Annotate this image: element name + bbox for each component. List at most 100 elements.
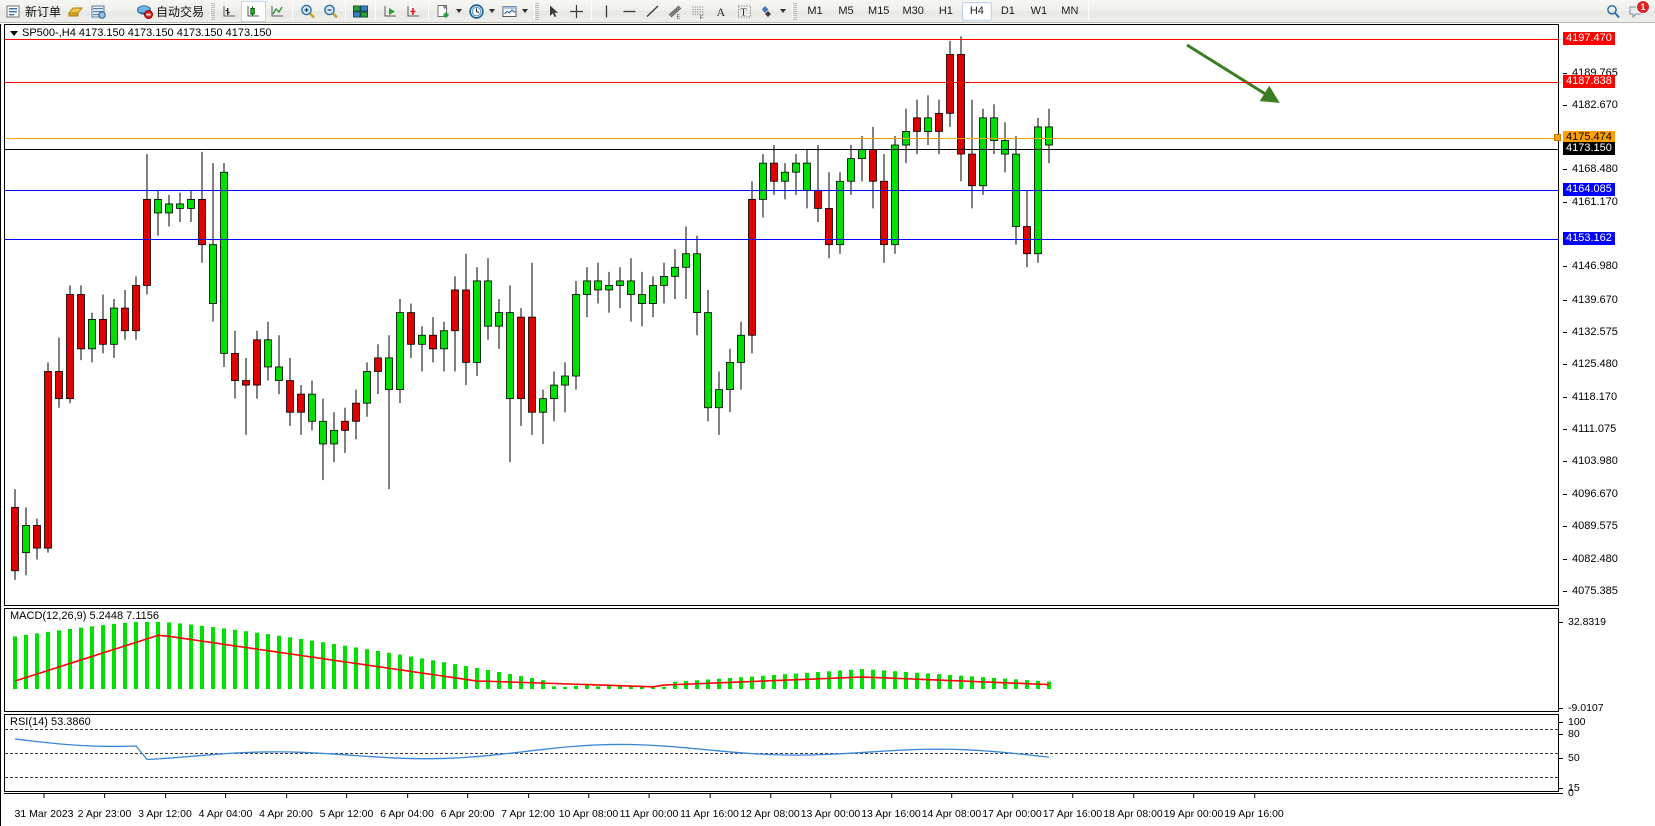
templates-icon (501, 3, 518, 20)
macd-histogram-bar (156, 621, 160, 689)
messages-badge: 1 (1636, 0, 1650, 14)
level-line-support[interactable] (5, 239, 1559, 240)
timeframe-m1[interactable]: M1 (800, 2, 830, 21)
crosshair-button[interactable] (565, 1, 588, 22)
svg-text:T: T (741, 7, 747, 18)
bearish-trend-arrow[interactable] (1187, 45, 1267, 95)
equidistant-channel-button[interactable]: E (664, 1, 687, 22)
macd-histogram-bar (299, 639, 303, 689)
shapes-button[interactable] (756, 1, 789, 22)
time-label: 12 Apr 08:00 (740, 808, 800, 820)
shapes-chevron-down-icon[interactable] (780, 9, 786, 13)
zoom-out-button[interactable] (319, 1, 342, 22)
level-line-resistance[interactable] (5, 82, 1559, 83)
tile-windows-button[interactable] (349, 1, 372, 22)
rsi-scale-tick: 100 (1559, 716, 1586, 728)
level-tag-support[interactable]: 4153.162 (1563, 232, 1615, 245)
macd-histogram-bar (794, 674, 798, 689)
price-pane[interactable]: SP500-,H4 4173.150 4173.150 4173.150 417… (4, 24, 1559, 606)
timeframe-w1[interactable]: W1 (1024, 2, 1054, 21)
chart-menu-caret-icon[interactable] (10, 31, 18, 36)
macd-histogram-bar (167, 622, 171, 689)
auto-scroll-button[interactable] (379, 1, 402, 22)
rsi-pane[interactable]: RSI(14) 53.3860 (4, 714, 1559, 792)
level-tag-support[interactable]: 4164.085 (1563, 183, 1615, 196)
rsi-line (15, 739, 1049, 759)
periods-button[interactable] (465, 1, 498, 22)
templates-button[interactable] (498, 1, 531, 22)
zoom-in-button[interactable] (296, 1, 319, 22)
vertical-line-button[interactable] (595, 1, 618, 22)
macd-histogram-bar (552, 686, 556, 689)
time-axis[interactable]: 31 Mar 2023 2 Apr 23:00 3 Apr 12:00 4 Apr 0… (4, 793, 1559, 825)
messages-icon[interactable]: 1 (1628, 3, 1645, 20)
text-box-button[interactable]: T (733, 1, 756, 22)
price-tick: 4111.075 (1563, 423, 1655, 436)
data-window-button[interactable] (87, 1, 110, 22)
new-order-button[interactable]: 新订单 (2, 1, 64, 22)
macd-histogram-bar (310, 641, 314, 689)
shapes-icon (759, 3, 776, 20)
macd-histogram-bar (244, 631, 248, 689)
macd-histogram-bar (134, 622, 138, 689)
timeframe-h1[interactable]: H1 (931, 2, 961, 21)
auto-trading-button[interactable]: 自动交易 (133, 1, 207, 22)
main-toolbar: 新订单 (0, 0, 1655, 23)
price-tick: 4146.980 (1563, 260, 1655, 273)
macd-histogram-bar (926, 673, 930, 689)
search-icon[interactable] (1605, 3, 1622, 20)
time-label: 10 Apr 08:00 (559, 808, 619, 820)
price-scale[interactable]: 4189.765 4182.670 4168.480 4161.170 4146.980… (1559, 24, 1655, 826)
level-line-last-price[interactable] (5, 149, 1559, 150)
periods-chevron-down-icon[interactable] (489, 9, 495, 13)
macd-histogram-bar (1014, 679, 1018, 689)
time-label: 17 Apr 00:00 (982, 808, 1042, 820)
horizontal-line-button[interactable] (618, 1, 641, 22)
candlestick-chart-button[interactable] (241, 1, 266, 22)
text-label-button[interactable]: A (710, 1, 733, 22)
price-tick: 4168.480 (1563, 163, 1655, 176)
timeframe-mn[interactable]: MN (1055, 2, 1085, 21)
cursor-button[interactable] (542, 1, 565, 22)
indicators-button[interactable] (432, 1, 465, 22)
trendline-button[interactable] (641, 1, 664, 22)
fibonacci-button[interactable]: F (687, 1, 710, 22)
macd-histogram-bar (882, 670, 886, 689)
navigator-button[interactable] (110, 1, 133, 22)
auto-trading-icon (136, 3, 153, 20)
level-tag-resistance[interactable]: 4187.838 (1563, 75, 1615, 88)
gold-bar-button[interactable] (64, 1, 87, 22)
line-chart-button[interactable] (266, 1, 289, 22)
macd-histogram-bar (464, 666, 468, 689)
chart-header: SP500-,H4 4173.150 4173.150 4173.150 417… (10, 27, 272, 39)
level-line-support[interactable] (5, 190, 1559, 191)
macd-histogram-bar (354, 647, 358, 689)
macd-histogram-bar (475, 668, 479, 689)
macd-pane[interactable]: MACD(12,26,9) 5.2448 7.1156 (4, 608, 1559, 712)
level-tag-last-price[interactable]: 4173.150 (1563, 142, 1615, 155)
macd-histogram-bar (200, 626, 204, 689)
timeframe-d1[interactable]: D1 (993, 2, 1023, 21)
timeframe-m30[interactable]: M30 (896, 2, 929, 21)
horizontal-line-icon (621, 3, 638, 20)
toolbar-divider-3 (375, 2, 376, 20)
indicators-chevron-down-icon[interactable] (456, 9, 462, 13)
bar-chart-button[interactable] (218, 1, 241, 22)
macd-plot (5, 609, 1561, 711)
macd-histogram-bar (541, 680, 545, 689)
timeframe-group: M1 M5 M15 M30 H1 H4 D1 W1 MN (800, 2, 1085, 21)
chart-shift-button[interactable] (402, 1, 425, 22)
macd-histogram-bar (453, 664, 457, 689)
chart-area[interactable]: SP500-,H4 4173.150 4173.150 4173.150 417… (0, 24, 1655, 826)
templates-chevron-down-icon[interactable] (522, 9, 528, 13)
level-tag-resistance[interactable]: 4197.470 (1563, 32, 1615, 45)
level-line-order[interactable] (5, 138, 1559, 139)
annotation-layer[interactable] (5, 25, 1561, 605)
timeframe-m15[interactable]: M15 (862, 2, 895, 21)
auto-trading-label: 自动交易 (156, 3, 204, 20)
timeframe-h4[interactable]: H4 (962, 2, 992, 21)
macd-histogram-bar (255, 633, 259, 689)
order-line-anchor[interactable] (1554, 134, 1561, 141)
macd-histogram-bar (948, 675, 952, 689)
timeframe-m5[interactable]: M5 (831, 2, 861, 21)
